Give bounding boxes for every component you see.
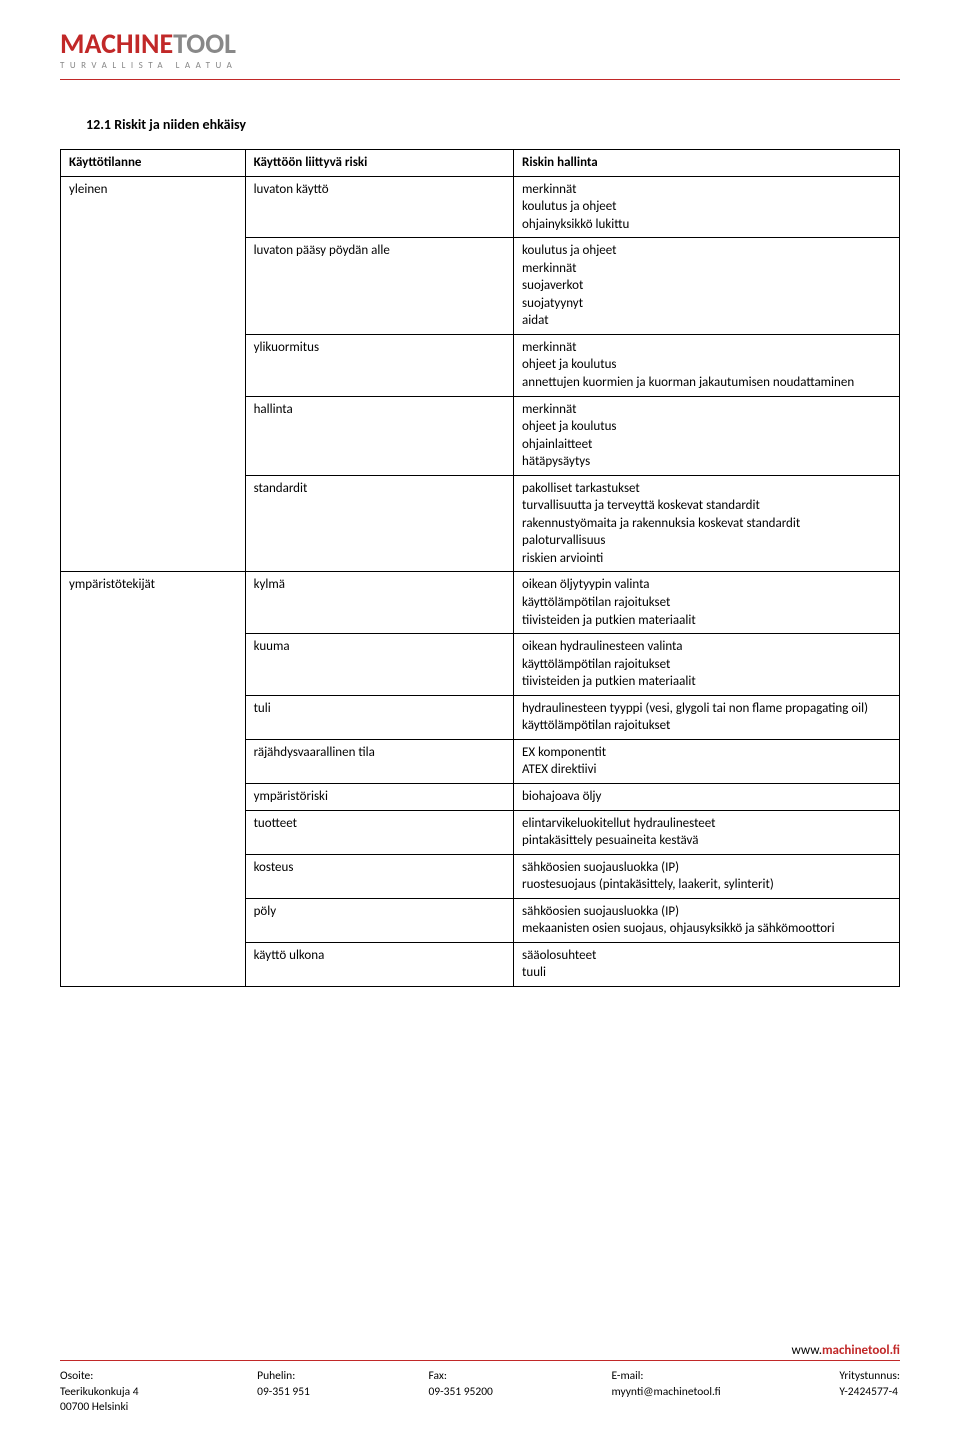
footer-col-label: Osoite:	[60, 1369, 139, 1385]
header-divider	[60, 79, 900, 80]
footer-col-line: myynti@machinetool.fi	[611, 1385, 720, 1401]
cell-control: oikean hydraulinesteen valintakäyttölämp…	[514, 634, 900, 696]
table-row: ympäristötekijätkylmäoikean öljytyypin v…	[61, 572, 900, 634]
cell-control: pakolliset tarkastuksetturvallisuutta ja…	[514, 475, 900, 572]
th-control: Riskin hallinta	[514, 150, 900, 177]
page: MACHINETOOL TURVALLISTA LAATUA 12.1 Risk…	[0, 0, 960, 1446]
risk-table: Käyttötilanne Käyttöön liittyvä riski Ri…	[60, 149, 900, 987]
footer-col-line: Y-2424577-4	[839, 1385, 900, 1401]
cell-control: koulutus ja ohjeetmerkinnätsuojaverkotsu…	[514, 238, 900, 335]
risk-table-body: yleinenluvaton käyttömerkinnätkoulutus j…	[61, 176, 900, 986]
cell-risk: räjähdysvaarallinen tila	[245, 739, 513, 783]
th-risk: Käyttöön liittyvä riski	[245, 150, 513, 177]
footer-col-label: Puhelin:	[257, 1369, 310, 1385]
footer-divider	[60, 1360, 900, 1361]
footer-website: www.machinetool.fi	[60, 1343, 900, 1358]
table-row: yleinenluvaton käyttömerkinnätkoulutus j…	[61, 176, 900, 238]
cell-control: oikean öljytyypin valintakäyttölämpötila…	[514, 572, 900, 634]
footer-column: Puhelin:09-351 951	[257, 1369, 310, 1416]
cell-risk: ympäristöriski	[245, 783, 513, 810]
footer-column: E-mail:myynti@machinetool.fi	[611, 1369, 720, 1416]
cell-control: sähköosien suojausluokka (IP)mekaanisten…	[514, 898, 900, 942]
cell-risk: hallinta	[245, 396, 513, 475]
logo-wordmark: MACHINETOOL	[60, 30, 900, 58]
logo-tagline: TURVALLISTA LAATUA	[60, 60, 900, 71]
footer-column: Osoite:Teerikukonkuja 400700 Helsinki	[60, 1369, 139, 1416]
cell-risk: ylikuormitus	[245, 334, 513, 396]
section-heading: 12.1 Riskit ja niiden ehkäisy	[86, 116, 900, 133]
cell-control: hydraulinesteen tyyppi (vesi, glygoli ta…	[514, 695, 900, 739]
logo-block: MACHINETOOL TURVALLISTA LAATUA	[60, 30, 900, 71]
footer-columns: Osoite:Teerikukonkuja 400700 Helsinki Puh…	[60, 1369, 900, 1416]
cell-control: merkinnätohjeet ja koulutusohjainlaittee…	[514, 396, 900, 475]
cell-control: merkinnätkoulutus ja ohjeetohjainyksikkö…	[514, 176, 900, 238]
cell-risk: kylmä	[245, 572, 513, 634]
cell-control: sääolosuhteettuuli	[514, 942, 900, 986]
cell-risk: luvaton käyttö	[245, 176, 513, 238]
cell-control: EX komponentitATEX direktiivi	[514, 739, 900, 783]
footer-col-line: 00700 Helsinki	[60, 1400, 139, 1416]
table-header-row: Käyttötilanne Käyttöön liittyvä riski Ri…	[61, 150, 900, 177]
cell-risk: pöly	[245, 898, 513, 942]
cell-risk: luvaton pääsy pöydän alle	[245, 238, 513, 335]
cell-control: sähköosien suojausluokka (IP)ruostesuoja…	[514, 854, 900, 898]
cell-control: elintarvikeluokitellut hydraulinesteetpi…	[514, 810, 900, 854]
cell-situation: ympäristötekijät	[61, 572, 246, 986]
cell-control: biohajoava öljy	[514, 783, 900, 810]
cell-risk: standardit	[245, 475, 513, 572]
website-domain: machinetool.fi	[822, 1343, 900, 1358]
cell-risk: tuotteet	[245, 810, 513, 854]
footer-column: Fax:09-351 95200	[428, 1369, 492, 1416]
footer-col-line: Teerikukonkuja 4	[60, 1385, 139, 1401]
footer-col-line: 09-351 951	[257, 1385, 310, 1401]
footer-col-label: Yritystunnus:	[839, 1369, 900, 1385]
cell-risk: tuli	[245, 695, 513, 739]
logo-part-machine: MACHINE	[60, 26, 173, 61]
cell-risk: kuuma	[245, 634, 513, 696]
footer-column: Yritystunnus:Y-2424577-4	[839, 1369, 900, 1416]
cell-risk: käyttö ulkona	[245, 942, 513, 986]
footer-col-line: 09-351 95200	[428, 1385, 492, 1401]
footer-col-label: E-mail:	[611, 1369, 720, 1385]
cell-risk: kosteus	[245, 854, 513, 898]
website-prefix: www.	[792, 1343, 822, 1358]
logo-part-tool: TOOL	[173, 26, 236, 61]
footer-col-label: Fax:	[428, 1369, 492, 1385]
cell-control: merkinnätohjeet ja koulutusannettujen ku…	[514, 334, 900, 396]
th-situation: Käyttötilanne	[61, 150, 246, 177]
cell-situation: yleinen	[61, 176, 246, 572]
page-footer: www.machinetool.fi Osoite:Teerikukonkuja…	[60, 1343, 900, 1416]
